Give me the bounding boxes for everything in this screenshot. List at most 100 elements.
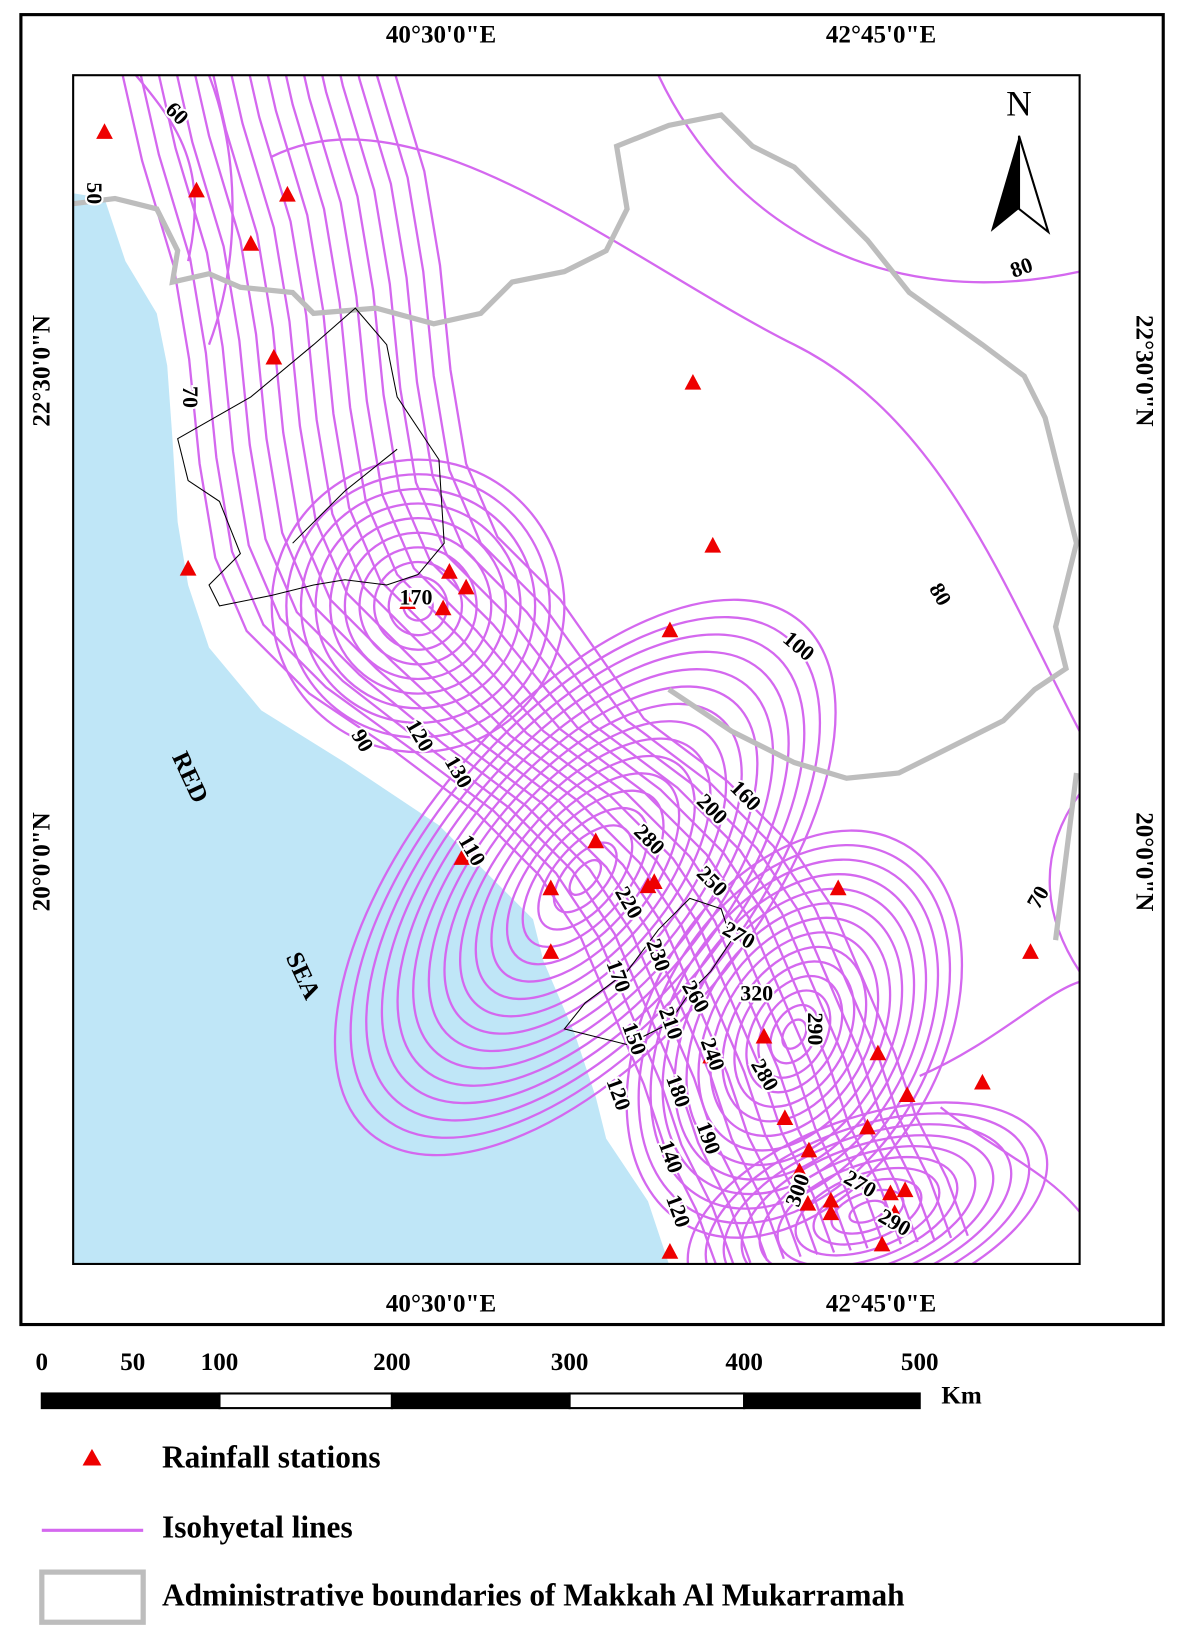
isohyet-line bbox=[721, 945, 868, 1123]
isohyet-line bbox=[299, 487, 537, 725]
isohyet-line bbox=[552, 841, 618, 914]
contour-label: 70 bbox=[178, 386, 203, 408]
isohyet-line bbox=[427, 702, 743, 1053]
scale-tick-label: 500 bbox=[901, 1349, 939, 1376]
isohyet-line bbox=[673, 887, 916, 1181]
rainfall-station bbox=[974, 1073, 991, 1090]
rainfall-station bbox=[776, 1109, 794, 1126]
isohyet-line bbox=[757, 989, 832, 1079]
isohyet-line bbox=[314, 502, 522, 710]
isohyet-line bbox=[745, 974, 844, 1094]
scale-tick-label: 0 bbox=[36, 1349, 49, 1376]
rainfall-station bbox=[179, 559, 197, 576]
isohyet-line bbox=[812, 1177, 923, 1246]
rainfall-station bbox=[96, 123, 113, 139]
isohyet-line bbox=[848, 1199, 887, 1224]
isohyet-line bbox=[373, 560, 464, 651]
isohyet-line bbox=[387, 575, 449, 637]
isohyet-line bbox=[443, 720, 728, 1035]
rainfall-station bbox=[873, 1235, 891, 1252]
isohyet-line bbox=[402, 590, 434, 622]
scale-tick-label: 50 bbox=[120, 1349, 145, 1376]
isohyet-line bbox=[704, 1112, 1031, 1264]
bottom-coord-label: 40°30'0"E bbox=[386, 1290, 496, 1317]
isohyet-line bbox=[939, 1106, 1080, 1213]
rainfall-station bbox=[279, 185, 296, 202]
rainfall-station bbox=[441, 563, 458, 579]
isohyet-line bbox=[474, 754, 696, 1001]
isohyet-line bbox=[537, 824, 634, 931]
isohyet-line bbox=[625, 829, 964, 1239]
rainfall-station bbox=[587, 832, 605, 849]
isohyet-line bbox=[329, 516, 507, 695]
watershed-boundary bbox=[177, 307, 733, 1046]
rainfall-station bbox=[791, 1162, 808, 1179]
rainfall-station bbox=[399, 593, 416, 609]
isohyet-line bbox=[740, 1134, 995, 1264]
scale-segment bbox=[743, 1392, 921, 1410]
legend-station-symbol bbox=[82, 1448, 102, 1466]
isohyet-line bbox=[358, 546, 478, 666]
isohyet-line bbox=[394, 75, 969, 1237]
isohyet-line bbox=[657, 75, 1080, 284]
map-frame bbox=[72, 74, 1081, 1265]
contour-label: 50 bbox=[82, 182, 107, 204]
isohyet-line bbox=[685, 902, 904, 1167]
rainfall-station bbox=[829, 879, 847, 896]
rainfall-station bbox=[704, 536, 722, 553]
rainfall-station bbox=[542, 943, 560, 959]
isohyet-line bbox=[505, 789, 665, 966]
isohyet-line bbox=[1048, 793, 1080, 973]
isohyet-line bbox=[266, 75, 852, 1251]
left-coord-label: 20°0'0"N bbox=[29, 812, 56, 911]
contour-label: 320 bbox=[740, 981, 773, 1006]
rainfall-station bbox=[242, 235, 260, 251]
legend-label: Administrative boundaries of Makkah Al M… bbox=[162, 1577, 905, 1612]
scale-segment bbox=[390, 1392, 571, 1410]
rainfall-station bbox=[799, 1195, 817, 1211]
arrow-right bbox=[1017, 135, 1051, 235]
rainfall-station bbox=[822, 1204, 840, 1221]
isohyet-line bbox=[686, 1101, 1049, 1264]
scale-unit: Km bbox=[941, 1382, 982, 1409]
scale-tick-label: 100 bbox=[201, 1349, 239, 1376]
isohyet-line bbox=[568, 858, 603, 896]
contour-label: 290 bbox=[803, 1012, 828, 1045]
isohyet-line bbox=[919, 980, 1080, 1077]
isohyet-line bbox=[194, 75, 785, 1260]
isohyet-line bbox=[207, 75, 234, 346]
scale-tick-label: 300 bbox=[551, 1349, 589, 1376]
isohyet-line bbox=[321, 75, 902, 1245]
rainfall-station bbox=[869, 1044, 887, 1061]
rainfall-station bbox=[188, 181, 205, 198]
rainfall-station bbox=[882, 1184, 899, 1201]
bottom-coord-label: 42°45'0"E bbox=[826, 1290, 936, 1317]
isohyet-line bbox=[709, 931, 880, 1138]
left-coord-label: 22°30'0"N bbox=[29, 315, 56, 427]
isohyet-line bbox=[271, 138, 1080, 732]
isohyet-line bbox=[285, 473, 551, 739]
rainfall-station bbox=[702, 1047, 720, 1064]
admin-boundary bbox=[73, 112, 1080, 941]
scale-tick-label: 400 bbox=[725, 1349, 763, 1376]
legend-label: Isohyetal lines bbox=[162, 1510, 353, 1545]
rainfall-station bbox=[645, 873, 663, 889]
isohyet-line bbox=[661, 873, 928, 1196]
isohyet-line bbox=[375, 75, 953, 1239]
isohyet-line bbox=[697, 916, 892, 1152]
rainfall-station bbox=[661, 621, 679, 638]
isohyet-line bbox=[830, 1188, 905, 1235]
isohyet-line bbox=[781, 1018, 808, 1050]
rainfall-station bbox=[800, 1141, 818, 1158]
rainfall-station bbox=[898, 1086, 916, 1103]
scale-tick-label: 200 bbox=[373, 1349, 411, 1376]
rainfall-station bbox=[896, 1181, 914, 1198]
isohyet-line bbox=[776, 1155, 959, 1264]
rainfall-station bbox=[859, 1118, 876, 1135]
scale-segment bbox=[218, 1392, 393, 1410]
right-coord-label: 20°0'0"N bbox=[1131, 812, 1158, 911]
rainfall-station bbox=[661, 1243, 679, 1259]
isohyet-line bbox=[343, 531, 493, 681]
